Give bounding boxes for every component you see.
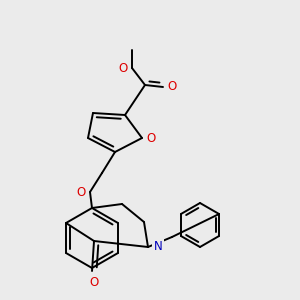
Text: O: O: [118, 61, 127, 74]
Text: O: O: [146, 131, 156, 145]
Text: O: O: [76, 185, 85, 199]
Text: N: N: [154, 241, 162, 254]
Text: O: O: [167, 80, 177, 94]
Text: O: O: [89, 277, 99, 290]
